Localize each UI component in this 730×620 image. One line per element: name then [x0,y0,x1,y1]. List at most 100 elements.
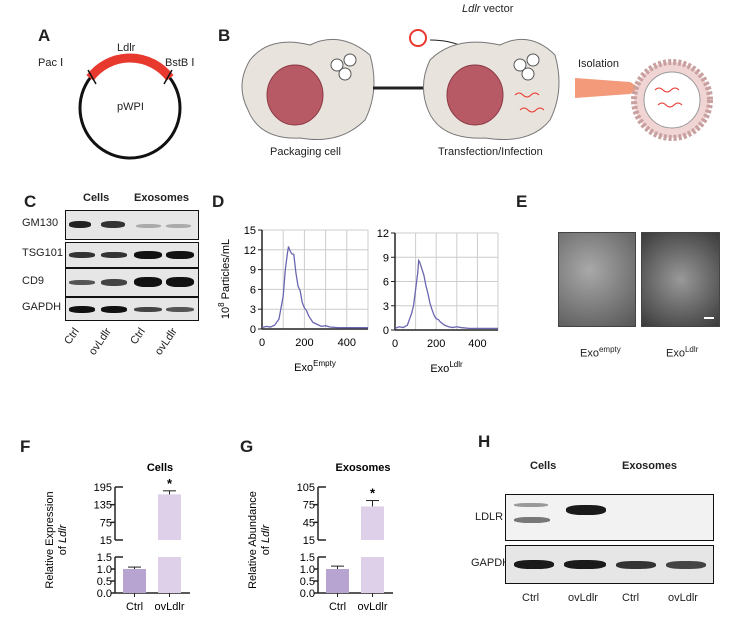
x-axis-label: ExoLdlr [430,360,463,375]
h-exosomes-header: Exosomes [622,460,678,472]
h-lane-4: ovLdlr [668,592,698,604]
blot-band [69,280,95,285]
c-row-label: GM130 [22,217,59,229]
blot-band [166,251,194,259]
plasmid-label: pWPI [117,101,144,113]
y-tick-label: 9 [383,252,389,264]
vector-icon [409,29,427,47]
bar-ovLdlr-upper [158,494,181,540]
isolation-arrow [575,78,640,98]
ldlr-insert [86,53,174,81]
c-blot-strip [65,210,199,240]
ldlr-row-label: LDLR [475,511,504,523]
blot-band [69,306,95,313]
h-lane-2: ovLdlr [568,592,598,604]
x-tick-label: 200 [295,337,313,349]
blot-band [134,277,162,287]
x-tick-label: 400 [338,337,356,349]
x-tick-label: 0 [392,338,398,350]
y-tick-label: 0 [383,325,389,337]
tem-label-empty: Exoempty [580,345,621,360]
y-tick-label: 6 [250,284,256,296]
blot-band [69,252,95,258]
x-tick-label: 400 [468,338,486,350]
y-tick-label: 0.0 [97,588,112,600]
c-blot-strip [65,297,199,321]
blot-band [101,279,127,286]
chart-title: Cells [147,462,173,474]
blot-band [136,224,161,228]
y-tick-label: 15 [100,535,112,547]
y-tick-label: 12 [377,228,389,240]
y-tick-label: 1.5 [300,552,315,564]
h-lane-3: Ctrl [622,592,640,604]
bstb-label: BstB Ⅰ [165,57,195,69]
blot-band [166,224,191,228]
c-row-label: TSG101 [22,247,63,259]
chart-title: Exosomes [335,462,390,474]
c-row-label: CD9 [22,274,45,287]
bstb-site [163,69,173,85]
y-tick-label: 1.0 [300,564,315,576]
panel-label-g: G [240,437,254,456]
y-tick-label: 9 [250,265,256,277]
pac-site [87,69,97,85]
vector-label: Ldlr vector [462,3,514,15]
y-axis-label: Relative Abundance [247,491,259,589]
exosomes-header: Exosomes [134,192,190,204]
y-tick-label: 12 [244,245,256,257]
y-axis-label: Relative Expression [44,491,56,588]
packaging-schematic [241,29,713,141]
y-tick-label: 15 [244,225,256,237]
panel-label-c: C [24,192,37,211]
blot-band [166,277,194,287]
packaging-label: Packaging cell [270,146,341,158]
plasmid-map [78,53,182,160]
bar-Ctrl [326,569,349,593]
bar-Ctrl [123,569,146,593]
ldlr-blot [505,494,714,541]
y-tick-label: 105 [297,482,315,494]
x-tick-label: Ctrl [126,601,143,613]
y-tick-label: 1.5 [97,552,112,564]
y-tick-label: 195 [94,482,112,494]
x-tick-label: ovLdlr [155,601,185,613]
significance-star: * [370,486,376,501]
y-tick-label: 0.5 [300,576,315,588]
pac-label: Pac Ⅰ [38,57,64,69]
size-distribution-line [261,246,368,329]
y-tick-label: 45 [303,517,315,529]
panel-label-e: E [516,192,528,211]
significance-star: * [167,476,173,491]
cells-header: Cells [83,192,110,204]
blot-band [101,306,127,313]
x-tick-label: 200 [427,338,445,350]
x-axis-label: ExoEmpty [294,359,336,374]
y-tick-label: 6 [383,277,389,289]
y-tick-label: 1.0 [97,564,112,576]
gapdh-blot-h [505,545,714,584]
qpcr-charts: Cells15751351950.00.51.01.5Ctrl*ovLdlrRe… [44,462,393,613]
h-lane-1: Ctrl [522,592,540,604]
x-tick-label: Ctrl [329,601,346,613]
c-row-label: GAPDH [22,301,62,313]
blot-band [101,221,125,228]
y-tick-label: 75 [100,517,112,529]
bar-ovLdlr-lower [361,557,384,593]
blot-band [166,307,194,312]
panel-label-d: D [212,192,225,211]
y-tick-label: 75 [303,500,315,512]
blot-band [134,251,162,259]
bar-ovLdlr-lower [158,557,181,593]
c-blot-strip [65,242,199,268]
size-distribution-line [394,258,498,330]
transfection-label: Transfection/Infection [438,146,543,158]
isolation-label: Isolation [578,58,619,70]
y-tick-label: 0.0 [300,588,315,600]
x-tick-label: 0 [259,337,265,349]
tem-image-empty [558,232,636,327]
y-tick-label: 135 [94,500,112,512]
y-axis-label-line2: of Ldlr [260,523,272,555]
scale-bar [704,317,714,319]
